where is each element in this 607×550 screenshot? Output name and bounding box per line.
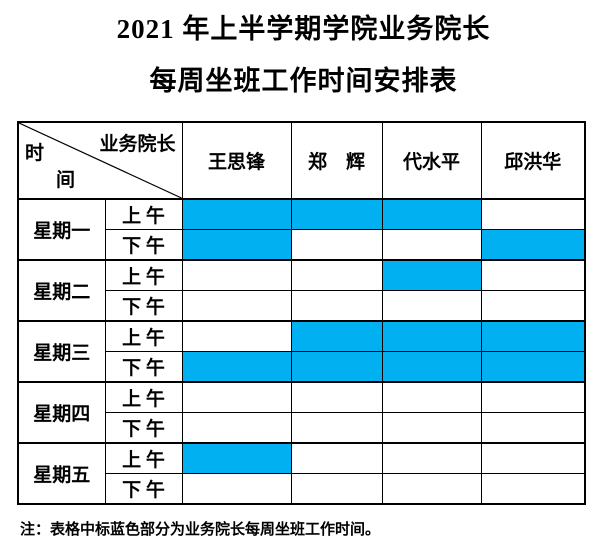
footnote: 注：表格中标蓝色部分为业务院长每周坐班工作时间。	[20, 522, 381, 538]
day-label: 星期四	[17, 381, 106, 444]
schedule-row-pm: 下 午	[18, 473, 586, 505]
duty-cell	[381, 229, 482, 261]
duty-cell	[480, 442, 586, 474]
schedule-row-am: 星期一上 午	[17, 198, 586, 261]
duty-cell	[480, 229, 586, 261]
duty-cell	[290, 229, 383, 261]
corner-time-char-top: 时	[25, 143, 45, 164]
duty-cell	[480, 381, 586, 413]
duty-cell	[381, 412, 482, 444]
duty-cell	[181, 412, 292, 444]
duty-cell	[381, 259, 482, 291]
day-label: 星期五	[17, 442, 106, 505]
day-label: 星期三	[17, 320, 106, 383]
duty-cell	[480, 412, 586, 444]
schedule-row-pm: 下 午	[18, 351, 586, 383]
schedule-row-pm: 下 午	[18, 412, 586, 444]
dean-header-3: 代水平	[381, 121, 482, 200]
duty-cell	[480, 290, 586, 322]
period-label-pm: 下 午	[104, 229, 183, 261]
duty-cell	[480, 351, 586, 383]
schedule-row-am: 星期四上 午	[17, 381, 586, 444]
schedule-row-pm: 下 午	[18, 229, 586, 261]
header-row: 业务院长 时 间 王思锋 郑 辉 代水平 邱洪华	[17, 121, 586, 200]
duty-cell	[181, 381, 292, 413]
duty-cell	[290, 442, 383, 474]
duty-cell	[290, 290, 383, 322]
corner-cell: 业务院长 时 间	[17, 121, 183, 200]
day-label: 星期一	[17, 198, 106, 261]
duty-cell	[480, 473, 586, 505]
schedule-row-pm: 下 午	[18, 290, 586, 322]
period-label-am: 上 午	[104, 381, 183, 413]
duty-cell	[181, 259, 292, 291]
schedule-row-am: 星期三上 午	[17, 320, 586, 383]
duty-cell	[381, 473, 482, 505]
duty-cell	[181, 473, 292, 505]
duty-cell	[290, 259, 383, 291]
period-label-pm: 下 午	[104, 412, 183, 444]
corner-manager-label: 业务院长	[99, 134, 176, 155]
duty-cell	[290, 320, 383, 352]
schedule-body: 星期一上 午下 午星期二上 午下 午星期三上 午下 午星期四上 午下 午星期五上…	[17, 198, 586, 505]
dean-header-2: 郑 辉	[290, 121, 383, 200]
period-label-am: 上 午	[104, 320, 183, 352]
day-label: 星期二	[17, 259, 106, 322]
corner-time-char-bottom: 间	[56, 170, 76, 191]
duty-cell	[381, 290, 482, 322]
duty-cell	[181, 351, 292, 383]
duty-cell	[181, 198, 292, 230]
duty-cell	[480, 259, 586, 291]
period-label-am: 上 午	[104, 259, 183, 291]
duty-cell	[381, 442, 482, 474]
duty-cell	[181, 290, 292, 322]
duty-cell	[290, 473, 383, 505]
duty-cell	[381, 320, 482, 352]
page-title-line2: 每周坐班工作时间安排表	[149, 66, 458, 96]
duty-cell	[181, 320, 292, 352]
period-label-pm: 下 午	[104, 351, 183, 383]
diagonal-line	[19, 123, 181, 197]
duty-cell	[181, 442, 292, 474]
duty-cell	[290, 381, 383, 413]
period-label-am: 上 午	[104, 198, 183, 230]
period-label-pm: 下 午	[104, 290, 183, 322]
dean-header-4: 邱洪华	[480, 121, 586, 200]
period-label-am: 上 午	[104, 442, 183, 474]
schedule-row-am: 星期二上 午	[17, 259, 586, 322]
duty-cell	[381, 198, 482, 230]
schedule-row-am: 星期五上 午	[17, 442, 586, 505]
duty-cell	[290, 351, 383, 383]
period-label-pm: 下 午	[104, 473, 183, 505]
duty-cell	[381, 381, 482, 413]
schedule-table: 业务院长 时 间 王思锋 郑 辉 代水平 邱洪华 星期一上 午下 午星期二上 午…	[17, 121, 586, 505]
dean-header-1: 王思锋	[181, 121, 292, 200]
duty-cell	[381, 351, 482, 383]
duty-cell	[290, 198, 383, 230]
duty-cell	[480, 198, 586, 230]
duty-cell	[480, 320, 586, 352]
duty-cell	[181, 229, 292, 261]
duty-cell	[290, 412, 383, 444]
page-title-line1: 2021 年上半学期学院业务院长	[116, 14, 491, 44]
